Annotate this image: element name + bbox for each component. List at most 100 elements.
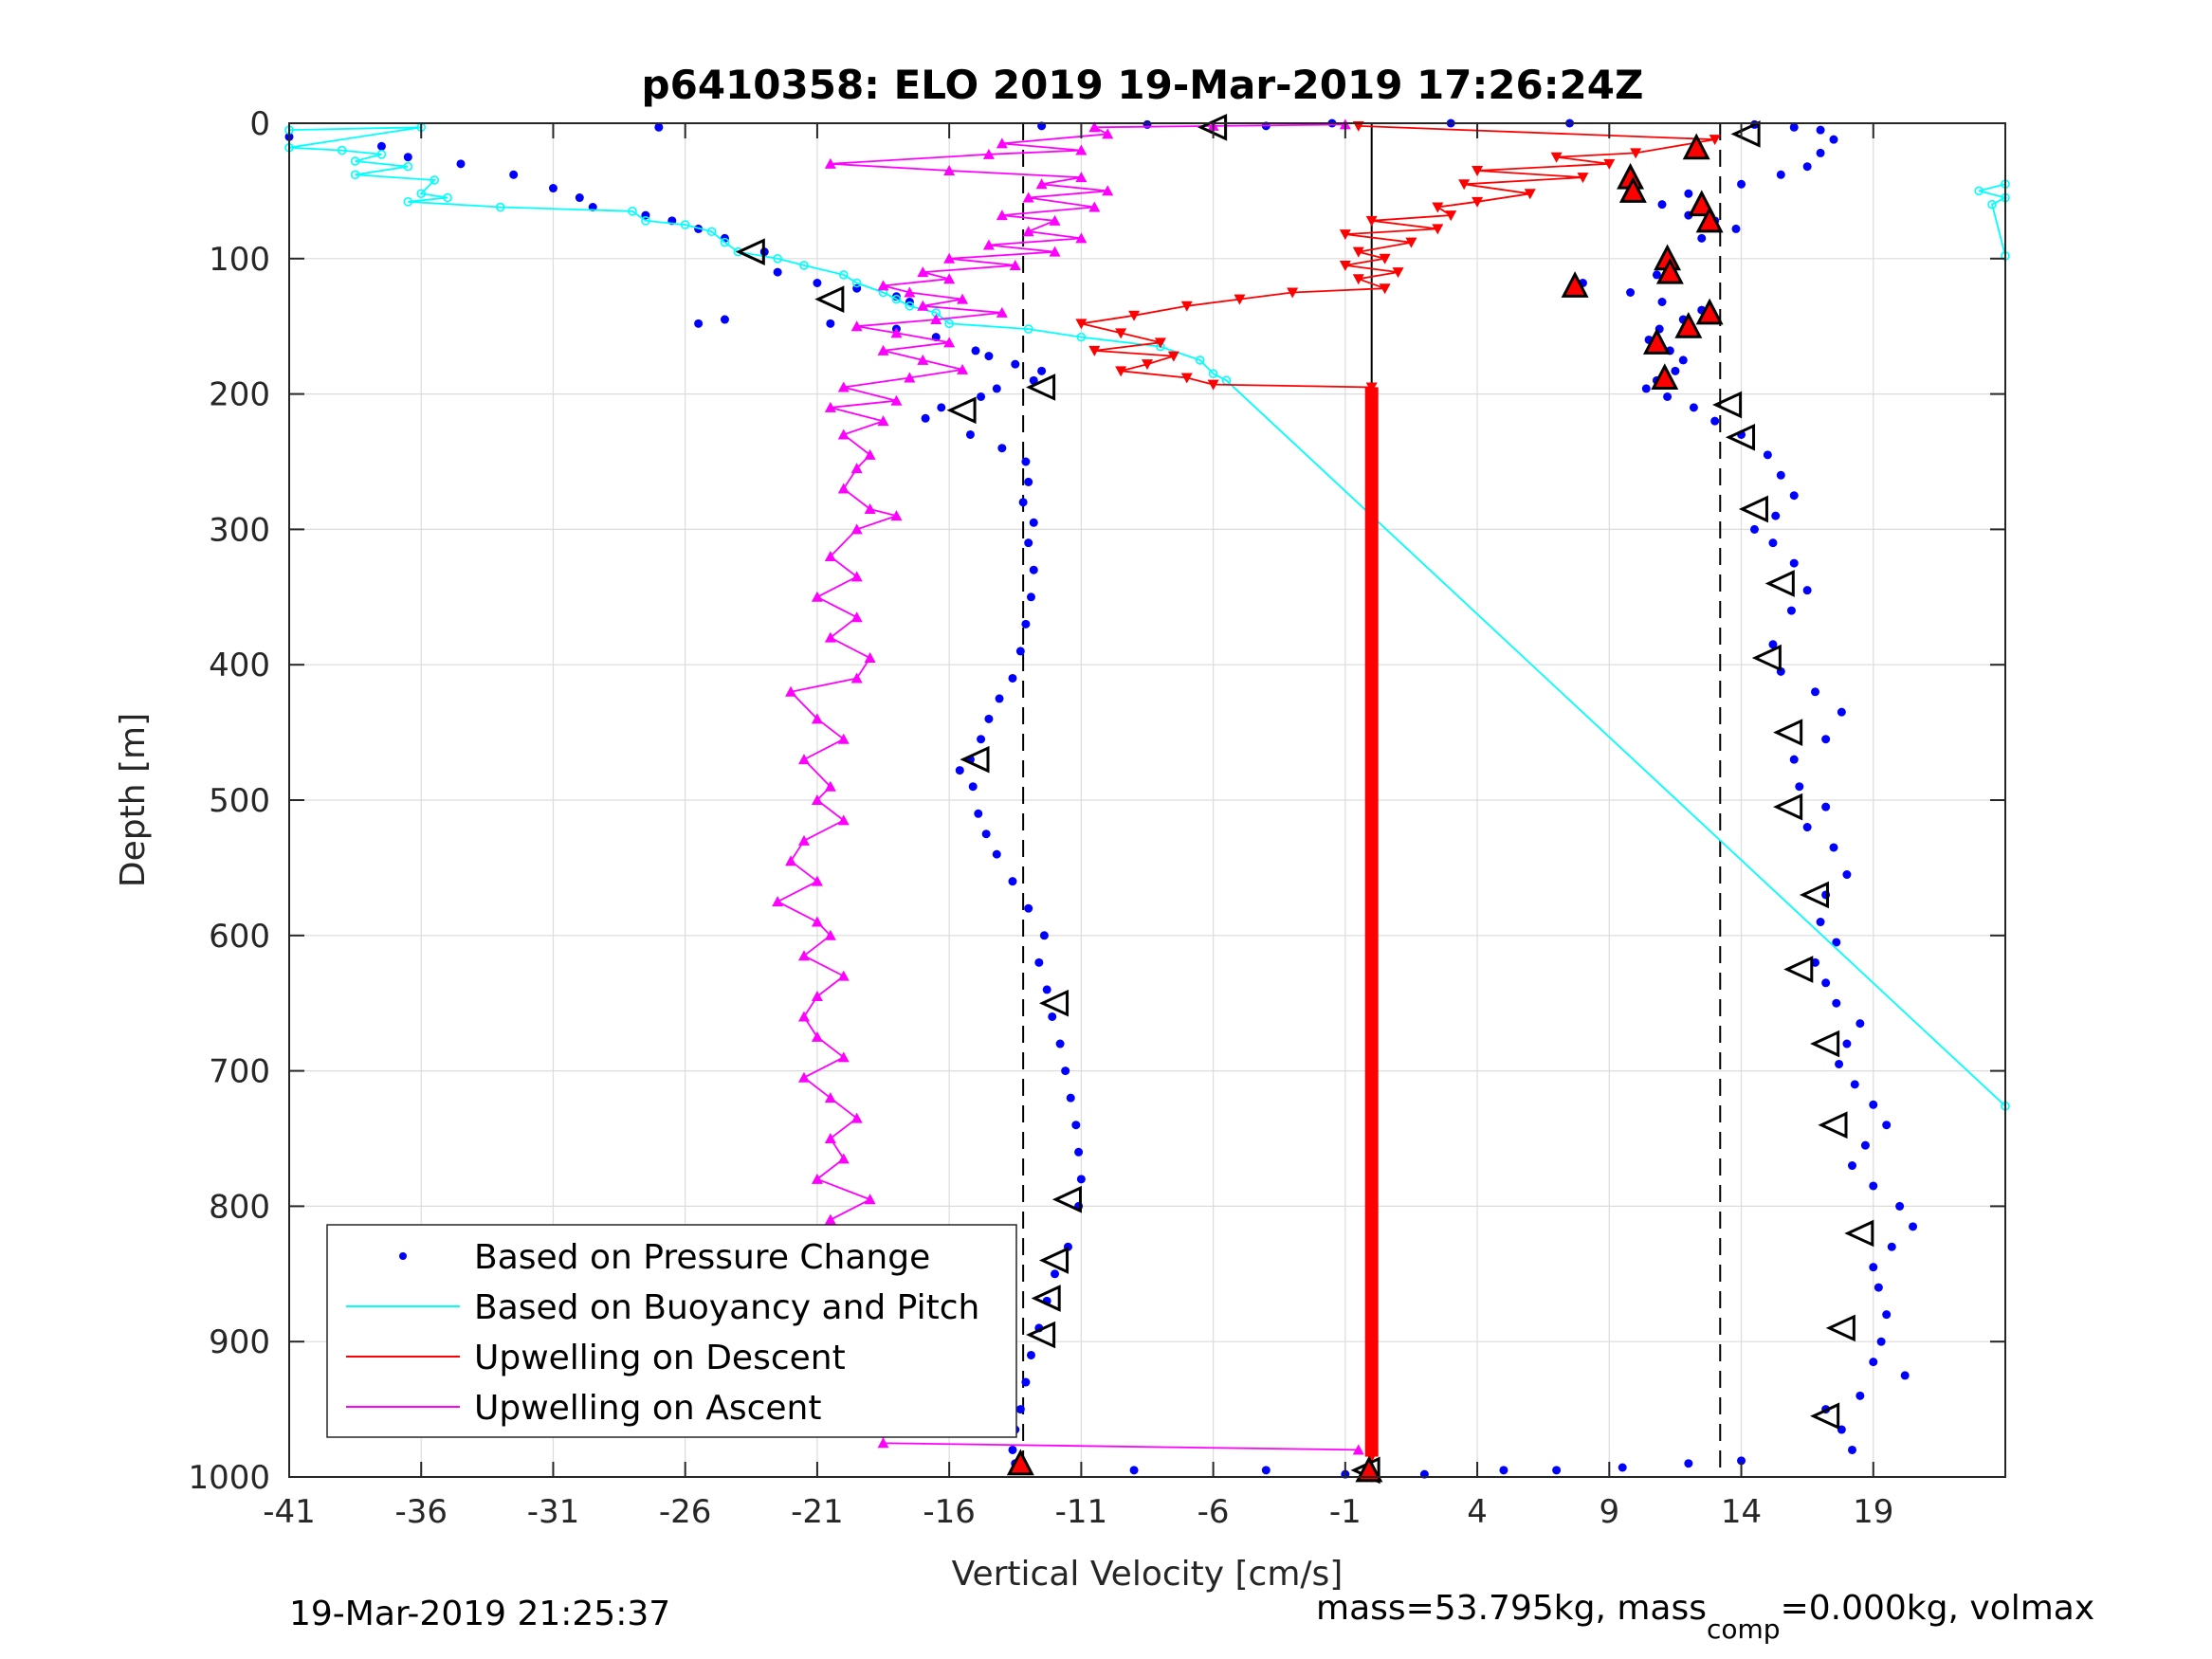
ascent-marker	[850, 672, 863, 684]
pressure-point	[1842, 870, 1852, 880]
pressure-point	[1771, 511, 1781, 520]
pressure-point	[1684, 189, 1693, 198]
pressure-point	[1776, 170, 1785, 179]
pressure-point	[1026, 1350, 1035, 1359]
ascent-marker	[917, 354, 929, 365]
pressure-point	[509, 170, 519, 179]
ascent-marker	[811, 713, 823, 724]
buoyancy-point	[350, 170, 360, 180]
filled-triangle-marker	[1674, 311, 1703, 338]
y-tick-label: 800	[209, 1188, 270, 1226]
ascent-marker	[1088, 121, 1101, 133]
pressure-point	[1074, 1147, 1084, 1157]
pressure-point	[1847, 1445, 1856, 1454]
ascent-marker	[824, 157, 836, 169]
ascent-marker	[837, 1153, 850, 1164]
open-triangle-marker	[1712, 391, 1743, 419]
pressure-point	[1789, 755, 1799, 764]
pressure-point	[1076, 1175, 1086, 1184]
pressure-point	[921, 413, 930, 423]
ascent-marker	[824, 1133, 836, 1143]
x-tick-label: -21	[791, 1493, 844, 1531]
pressure-point	[1641, 384, 1651, 393]
pressure-point	[1671, 366, 1680, 375]
pressure-point	[965, 429, 975, 439]
descent-marker	[1339, 229, 1351, 241]
footer-mass-info: mass=53.795kg, masscomp=0.000kg, volmax	[1316, 1589, 2094, 1645]
descent-marker	[1154, 337, 1166, 349]
pressure-point	[403, 153, 412, 162]
ascent-marker	[824, 780, 836, 792]
ascent-marker	[785, 855, 797, 866]
ascent-marker	[943, 337, 956, 348]
ascent-marker	[877, 280, 889, 291]
x-tick-label: -31	[527, 1493, 580, 1531]
pressure-point	[1066, 1093, 1075, 1103]
descent-marker	[1458, 179, 1471, 191]
open-triangle-marker	[735, 238, 765, 266]
pressure-point	[1499, 1466, 1508, 1475]
pressure-point	[1618, 1463, 1627, 1472]
descent-marker	[1180, 301, 1193, 312]
ascent-marker	[864, 652, 876, 664]
ascent-marker	[798, 834, 810, 846]
ascent-marker	[798, 754, 810, 765]
x-tick-label: -1	[1329, 1493, 1362, 1531]
pressure-point	[955, 766, 964, 775]
buoyancy-point	[944, 319, 954, 329]
ascent-marker	[811, 1030, 823, 1042]
filled-triangle-marker	[1688, 190, 1716, 217]
descent-marker	[1352, 274, 1364, 285]
y-tick-label: 400	[209, 647, 270, 684]
pressure-point	[1024, 477, 1033, 486]
pressure-point	[1856, 1391, 1865, 1400]
ascent-marker	[811, 794, 823, 805]
legend-box	[326, 1224, 1017, 1438]
buoyancy-point	[430, 175, 439, 185]
ascent-marker	[837, 428, 850, 440]
pressure-point	[1802, 823, 1812, 832]
pressure-point	[1821, 802, 1831, 811]
descent-marker	[1432, 202, 1444, 213]
open-triangle-marker	[946, 396, 977, 425]
legend-label-pressure: Based on Pressure Change	[474, 1238, 930, 1277]
open-triangle-marker	[1818, 1111, 1848, 1139]
ascent-marker	[1009, 259, 1021, 270]
pressure-point	[1835, 1059, 1844, 1068]
descent-marker	[1577, 173, 1589, 184]
pressure-point	[1689, 403, 1698, 412]
filled-triangle-marker	[1651, 363, 1679, 390]
ascent-marker	[1022, 226, 1034, 237]
buoyancy-point	[1076, 332, 1087, 342]
buoyancy-point	[1987, 199, 1997, 210]
ascent-marker	[904, 372, 916, 383]
pressure-point	[1856, 1019, 1865, 1029]
pressure-point	[1015, 1405, 1025, 1414]
footer-timestamp: 19-Mar-2019 21:25:37	[289, 1595, 670, 1633]
pressure-point	[1657, 297, 1667, 306]
pressure-point	[1786, 606, 1796, 615]
ascent-marker	[890, 327, 903, 338]
buoyancy-point	[350, 156, 360, 166]
descent-marker	[1180, 373, 1193, 384]
descent-marker	[1630, 148, 1642, 159]
open-triangle-marker	[1031, 1285, 1061, 1312]
pressure-point	[981, 830, 991, 839]
ascent-marker	[1088, 201, 1101, 212]
x-ticks: -41 -36 -31 -26 -21 -16 -11 -6 -1 4 9 14 19	[263, 123, 1893, 1531]
ascent-marker	[890, 394, 903, 406]
pressure-point	[1789, 558, 1799, 568]
pressure-point	[995, 694, 1004, 703]
buoyancy-point	[416, 189, 427, 199]
pressure-point	[997, 444, 1007, 453]
pressure-point	[1882, 1121, 1892, 1130]
pressure-point	[1071, 1121, 1081, 1130]
open-triangle-marker	[1038, 1247, 1069, 1274]
open-triangle-marker	[1026, 1321, 1056, 1349]
footer-mass-suffix: =0.000kg, volmax	[1781, 1589, 2095, 1628]
y-tick-label: 200	[209, 376, 270, 414]
open-triangle-marker	[814, 285, 845, 313]
pressure-point	[1024, 903, 1033, 913]
y-tick-label: 600	[209, 918, 270, 956]
